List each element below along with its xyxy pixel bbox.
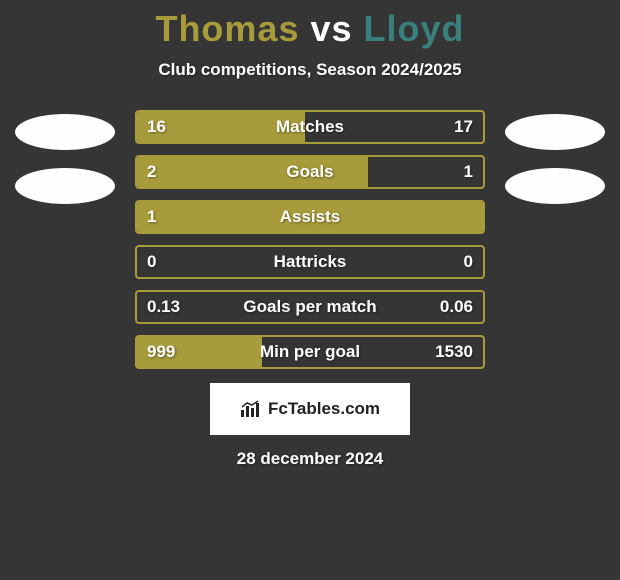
player-a-avatar-2 <box>15 168 115 204</box>
stat-label: Assists <box>137 202 483 232</box>
player-b-name: Lloyd <box>364 8 465 49</box>
player-a-avatar-column <box>10 110 120 222</box>
date-text: 28 december 2024 <box>0 449 620 469</box>
player-b-avatar-1 <box>505 114 605 150</box>
stat-label: Goals per match <box>137 292 483 322</box>
stat-value-right: 0.06 <box>440 292 473 322</box>
stat-value-right: 1530 <box>435 337 473 367</box>
stat-label: Matches <box>137 112 483 142</box>
stat-row: 999Min per goal1530 <box>135 335 485 369</box>
stat-row: 16Matches17 <box>135 110 485 144</box>
stats-area: 16Matches172Goals11Assists0Hattricks00.1… <box>0 110 620 369</box>
stat-value-right: 17 <box>454 112 473 142</box>
comparison-infographic: Thomas vs Lloyd Club competitions, Seaso… <box>0 0 620 469</box>
chart-icon <box>240 400 262 418</box>
stat-row: 0.13Goals per match0.06 <box>135 290 485 324</box>
player-a-avatar-1 <box>15 114 115 150</box>
brand-badge: FcTables.com <box>210 383 410 435</box>
stat-row: 2Goals1 <box>135 155 485 189</box>
title-vs: vs <box>299 8 363 49</box>
brand-text: FcTables.com <box>268 399 380 419</box>
stat-label: Hattricks <box>137 247 483 277</box>
comparison-bars: 16Matches172Goals11Assists0Hattricks00.1… <box>135 110 485 369</box>
stat-row: 0Hattricks0 <box>135 245 485 279</box>
player-a-name: Thomas <box>155 8 299 49</box>
page-title: Thomas vs Lloyd <box>0 8 620 50</box>
player-b-avatar-column <box>500 110 610 222</box>
stat-value-right: 0 <box>464 247 473 277</box>
stat-value-right: 1 <box>464 157 473 187</box>
stat-label: Goals <box>137 157 483 187</box>
stat-row: 1Assists <box>135 200 485 234</box>
subtitle: Club competitions, Season 2024/2025 <box>0 60 620 80</box>
stat-label: Min per goal <box>137 337 483 367</box>
player-b-avatar-2 <box>505 168 605 204</box>
